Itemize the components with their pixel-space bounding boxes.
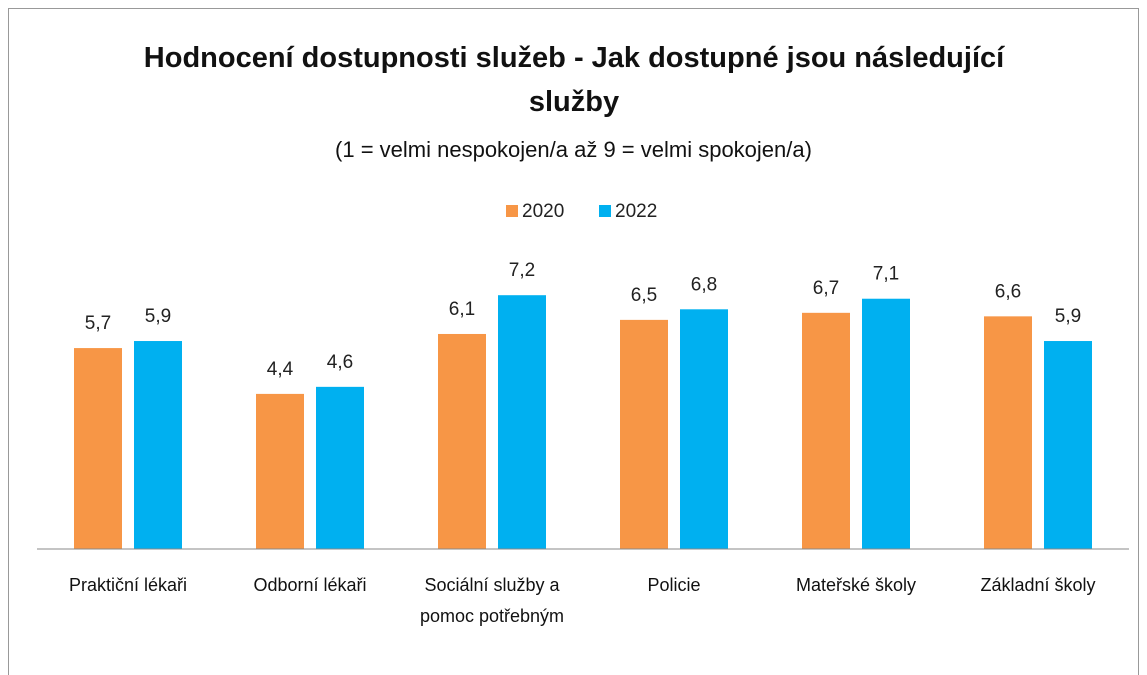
- data-label: 5,7: [85, 313, 111, 334]
- data-label: 7,1: [873, 264, 899, 285]
- data-label: 6,5: [631, 285, 657, 306]
- legend-label: 2022: [615, 201, 657, 222]
- x-tick-label: Mateřské školy: [795, 575, 917, 595]
- data-label: 6,8: [691, 274, 717, 295]
- data-label: 6,7: [813, 278, 839, 299]
- data-label: 4,6: [327, 352, 353, 373]
- bar: [74, 348, 122, 549]
- data-label: 5,9: [145, 306, 171, 327]
- bar: [316, 386, 364, 549]
- x-tick-label: Odborní lékaři: [253, 575, 367, 595]
- bar: [1044, 341, 1092, 549]
- x-tick-label: Sociální služby a pomoc potřebným: [419, 575, 565, 626]
- legend-swatch: [599, 205, 611, 217]
- bar: [802, 312, 850, 549]
- chart-title: Hodnocení dostupnosti služeb - Jak dostu…: [143, 42, 1005, 118]
- data-label: 5,9: [1055, 306, 1081, 327]
- data-label: 4,4: [267, 359, 294, 380]
- data-label: 6,1: [449, 299, 475, 320]
- legend-swatch: [506, 205, 518, 217]
- data-label: 6,6: [995, 281, 1021, 302]
- data-label: 7,2: [509, 260, 535, 281]
- x-tick-label: Základní školy: [980, 575, 1096, 595]
- bar: [680, 309, 728, 549]
- bar: [256, 393, 304, 549]
- x-tick-label: Policie: [647, 575, 701, 595]
- x-tick-label: Praktiční lékaři: [68, 575, 188, 595]
- bar: [498, 295, 546, 549]
- bar: [134, 341, 182, 549]
- bar: [438, 333, 486, 549]
- bar: [862, 298, 910, 549]
- bar: [984, 316, 1032, 549]
- bar: [620, 319, 668, 549]
- chart-subtitle: (1 = velmi nespokojen/a až 9 = velmi spo…: [335, 137, 812, 162]
- legend-label: 2020: [522, 201, 564, 222]
- chart-border: [8, 8, 1139, 675]
